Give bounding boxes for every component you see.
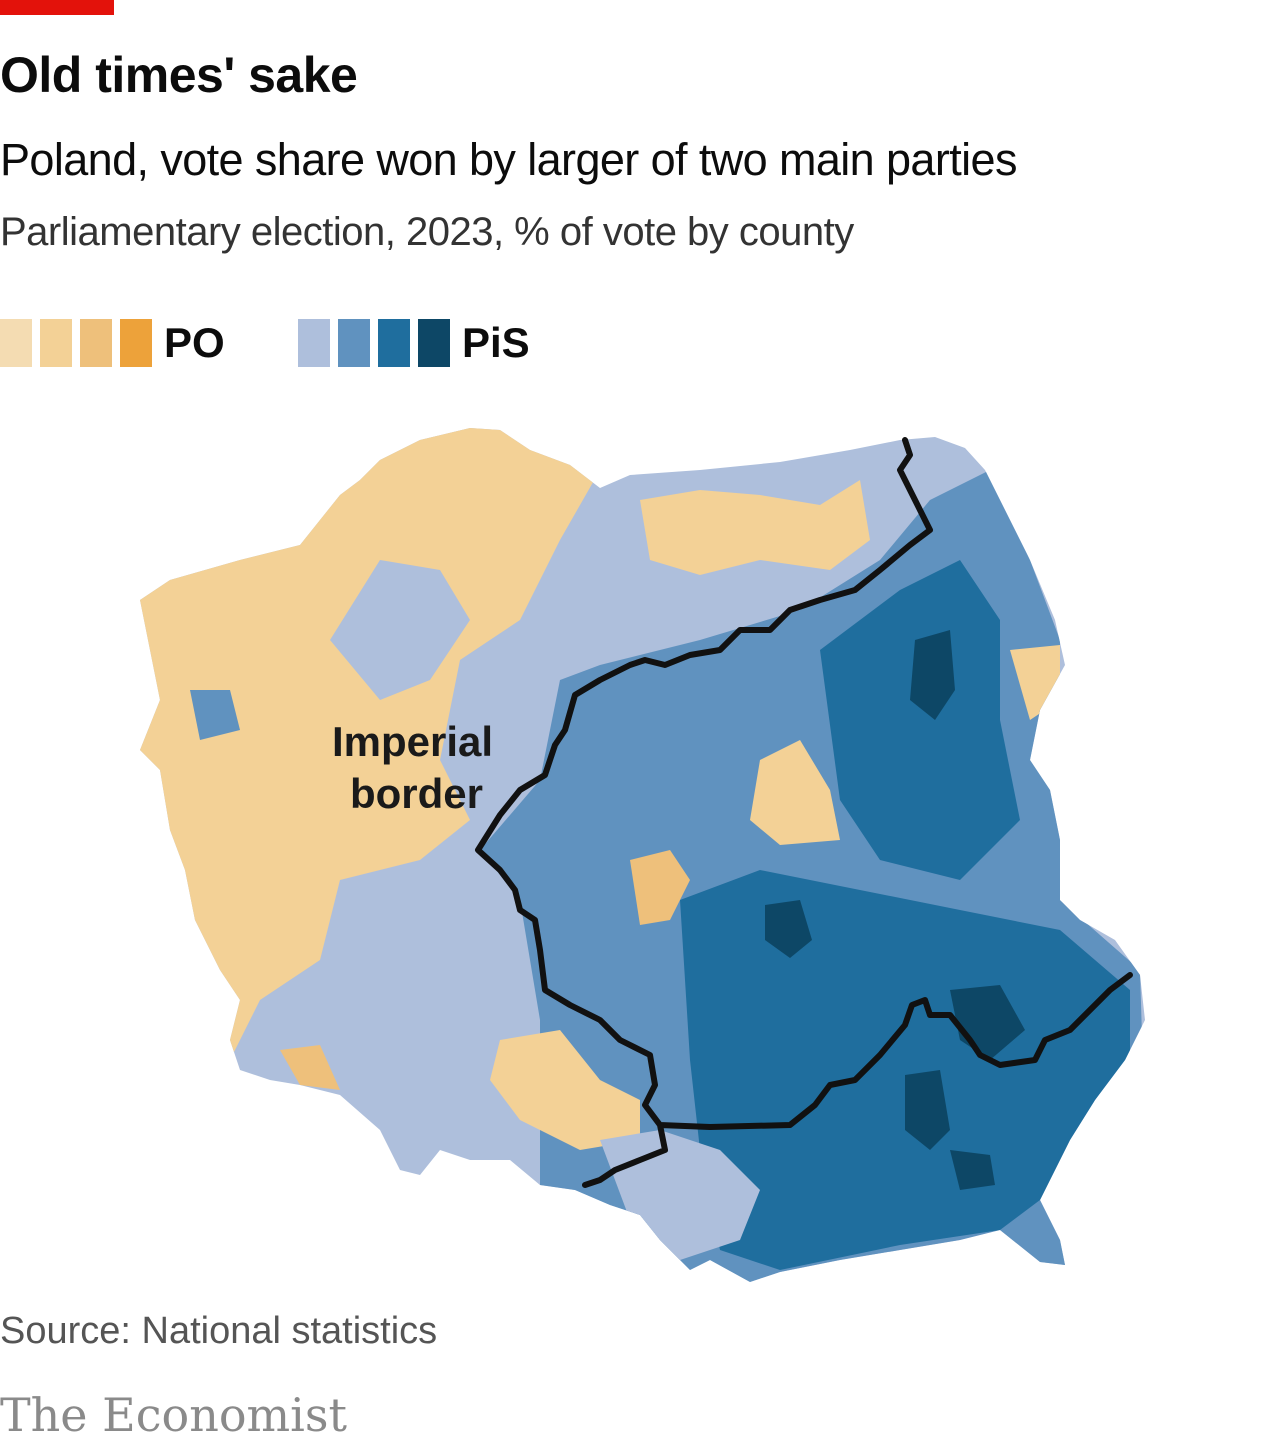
region-pis-darkest-subcarpathia xyxy=(905,1070,950,1150)
map-regions xyxy=(140,428,1145,1282)
legend-po-swatch-3 xyxy=(80,319,112,367)
legend-pis-swatch-2 xyxy=(338,319,370,367)
source-note: Source: National statistics xyxy=(0,1310,438,1352)
legend-pis-label: PiS xyxy=(462,319,530,366)
region-pis-dark-southeast xyxy=(680,870,1130,1270)
region-pis-mid-west xyxy=(190,690,240,740)
legend-po-swatch-2 xyxy=(40,319,72,367)
region-po-lower-silesia xyxy=(280,1045,340,1090)
legend-po-label: PO xyxy=(164,319,225,366)
region-pis-darkest-south xyxy=(950,1150,995,1190)
chart-subtitle: Poland, vote share won by larger of two … xyxy=(0,134,1017,185)
region-po-silesia xyxy=(490,1030,640,1150)
legend-pis: PiS xyxy=(298,318,530,368)
legend-pis-swatch-4 xyxy=(418,319,450,367)
legend-pis-swatch-3 xyxy=(378,319,410,367)
legend-pis-swatch-1 xyxy=(298,319,330,367)
region-pis-darkest-radom xyxy=(765,900,812,958)
chart-title: Old times' sake xyxy=(0,47,358,103)
region-po-west xyxy=(140,428,600,1060)
brand-red-tag xyxy=(0,0,114,15)
legend-po-swatch-4 xyxy=(120,319,152,367)
region-po-warmia xyxy=(640,480,870,575)
imperial-border-label-line2: border xyxy=(350,770,483,817)
poland-county-map: Imperial border xyxy=(140,428,1145,1282)
region-po-warsaw xyxy=(750,740,840,845)
imperial-border-line xyxy=(475,437,1133,1188)
region-po-lodz xyxy=(630,850,690,925)
legend-po-swatch-1 xyxy=(0,319,32,367)
imperial-border-label-line1: Imperial xyxy=(332,718,493,765)
chart-description: Parliamentary election, 2023, % of vote … xyxy=(0,210,854,254)
region-pis-dark-northeast xyxy=(820,560,1020,880)
region-pis-pomerania xyxy=(330,560,470,700)
region-pis-darkest-podlasie xyxy=(910,630,955,720)
economist-logo-text: The Economist xyxy=(0,1388,347,1442)
legend-po: PO xyxy=(0,318,225,368)
